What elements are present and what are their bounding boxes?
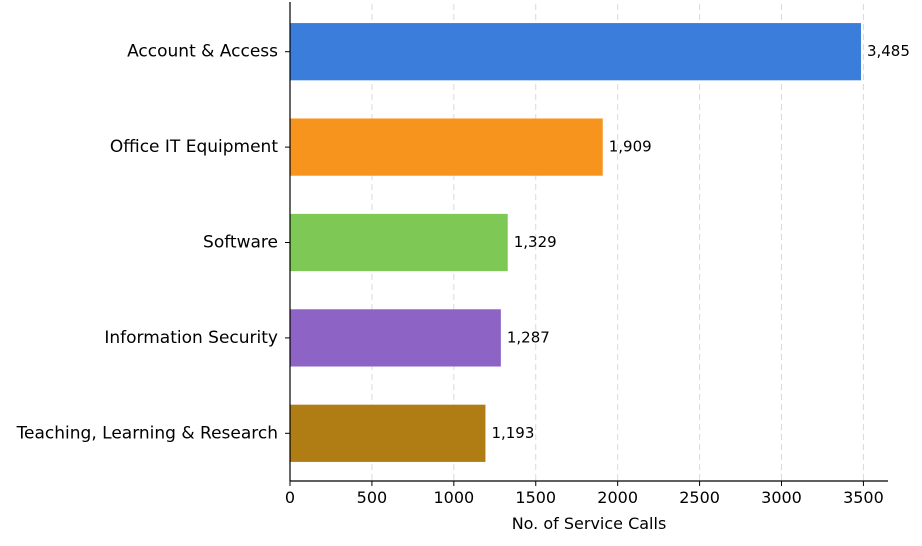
x-tick-label: 500 [357,488,388,507]
x-tick-label: 2000 [597,488,638,507]
bar [290,309,501,367]
category-label: Teaching, Learning & Research [16,423,278,443]
category-labels: Account & Access Office IT Equipment Softw… [16,42,290,443]
x-axis-title: No. of Service Calls [512,514,667,533]
value-label: 1,329 [514,233,557,251]
value-label: 1,193 [491,424,534,442]
value-labels: 3,485 1,909 1,329 1,287 1,193 [491,42,909,442]
x-tick-label: 1500 [515,488,556,507]
category-label: Software [203,233,278,253]
category-label: Office IT Equipment [110,137,278,157]
value-label: 3,485 [867,42,910,60]
x-tick-label: 3500 [843,488,884,507]
x-tick-label: 1000 [433,488,474,507]
value-label: 1,287 [507,328,550,346]
x-tick-label: 0 [285,488,295,507]
category-label: Information Security [104,328,278,348]
bar [290,213,508,272]
value-label: 1,909 [609,138,652,156]
x-ticks: 0 500 1000 1500 2000 2500 3000 3500 [285,481,884,507]
bar [290,118,603,176]
bar [290,23,861,81]
bars [290,23,861,462]
x-tick-label: 2500 [679,488,720,507]
x-tick-label: 3000 [761,488,802,507]
category-label: Account & Access [127,42,278,62]
axes [289,2,888,482]
bar [290,404,486,462]
